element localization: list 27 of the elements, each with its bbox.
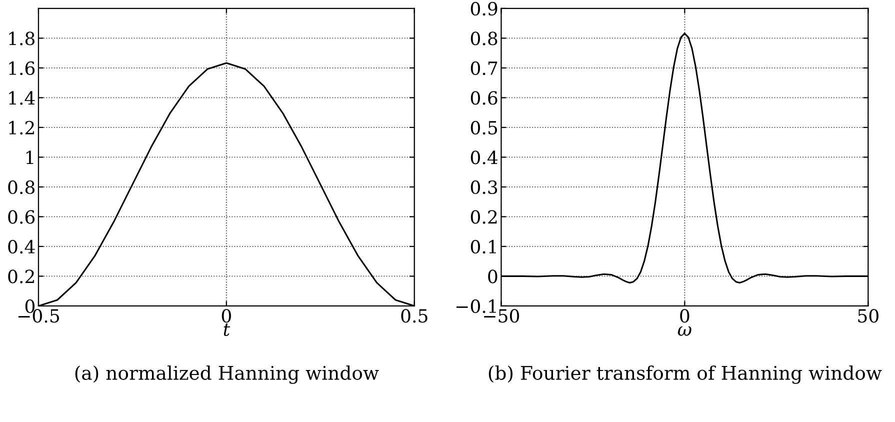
- x-tick-label: 0: [222, 309, 231, 323]
- text: (b) Fourier transform of Hanning window: [488, 365, 882, 384]
- x-axis-title: t: [224, 323, 230, 336]
- y-tick-label: 0.6: [470, 91, 498, 105]
- y-tick-label: 0.1: [470, 240, 496, 254]
- y-tick-label: 0.4: [470, 150, 498, 164]
- x-axis-title: ω: [678, 326, 692, 336]
- y-tick-label: 0.8: [470, 32, 498, 46]
- y-tick-label: 0.6: [8, 210, 35, 224]
- x-tick-label: 0: [680, 309, 690, 323]
- y-tick-label: 0.5: [470, 120, 498, 135]
- y-tick-label: 0.8: [8, 180, 34, 194]
- y-tick-label: 1.4: [9, 91, 35, 105]
- x-tick-label: 0.5: [401, 309, 428, 323]
- text: (a) normalized Hanning window: [75, 365, 379, 384]
- y-tick-label: 0.3: [470, 180, 498, 194]
- y-tick-label: 1.8: [9, 32, 34, 46]
- y-tick-label: 1: [26, 150, 34, 164]
- y-tick-label: 0.2: [8, 270, 34, 284]
- y-tick-label: 1.6: [9, 61, 35, 76]
- y-tick-label: 0: [488, 270, 498, 284]
- y-tick-label: 0.2: [470, 210, 497, 224]
- y-tick-label: 0.7: [470, 61, 498, 76]
- x-tick-label: 50: [858, 309, 878, 323]
- y-tick-label: 0.4: [8, 240, 35, 254]
- y-tick-label: 0.9: [470, 2, 498, 16]
- y-tick-label: 1.2: [9, 120, 34, 135]
